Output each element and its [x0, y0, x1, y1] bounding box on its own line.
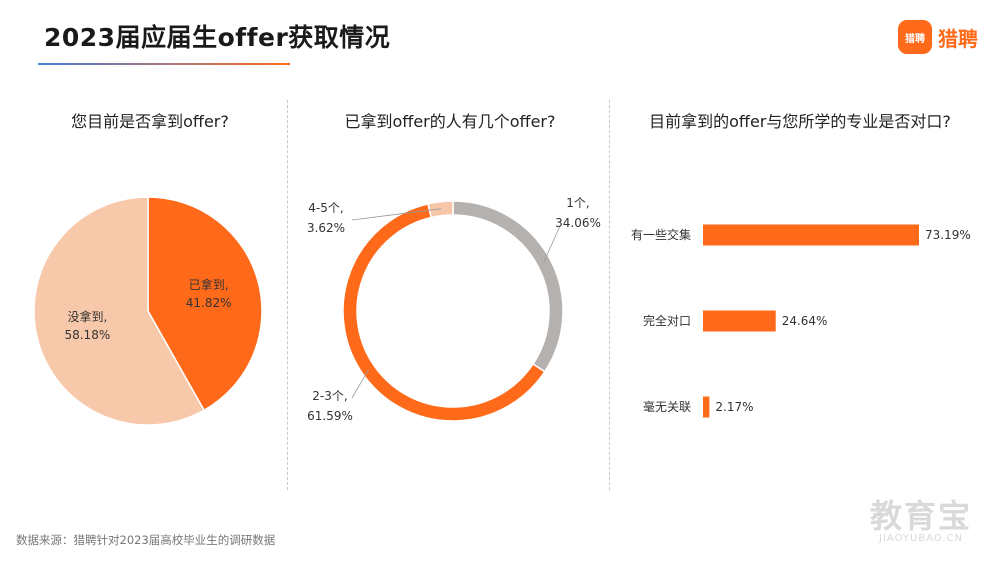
- pie-slice-value: 41.82%: [186, 296, 232, 310]
- title-underline: [38, 63, 290, 65]
- pie-slice-label: 已拿到,: [189, 277, 229, 292]
- bar-category-label: 毫无关联: [643, 399, 691, 414]
- brand-logo: 猎聘: [898, 20, 932, 54]
- donut-slice-label: 1个,: [566, 196, 589, 210]
- bar-value-label: 2.17%: [715, 400, 753, 414]
- bar-chart-title: 目前拿到的offer与您所学的专业是否对口?: [649, 112, 951, 131]
- donut-leader-line: [351, 208, 442, 221]
- page-title: 2023届应届生offer获取情况: [44, 23, 391, 52]
- donut-slice-label: 4-5个,: [308, 201, 343, 215]
- watermark: 教育宝 JIAOYUBAO.CN: [870, 499, 972, 544]
- pie-slice: [147, 196, 263, 412]
- donut-slice-value: 34.06%: [555, 216, 601, 230]
- source-note: 数据来源：猎聘针对2023届高校毕业生的调研数据: [16, 533, 276, 547]
- watermark-main: 教育宝: [869, 497, 972, 535]
- bar-value-label: 24.64%: [782, 314, 828, 328]
- pie-chart-title: 您目前是否拿到offer?: [71, 112, 229, 131]
- panel-divider: [287, 100, 288, 490]
- panel-divider: [609, 100, 610, 490]
- brand-name: 猎聘: [938, 26, 978, 51]
- donut-slice: [427, 200, 454, 219]
- brand: 猎聘 猎聘: [898, 20, 978, 54]
- donut-slice-value: 61.59%: [307, 409, 353, 423]
- donut-slice-value: 3.62%: [307, 221, 345, 235]
- bar: [703, 310, 776, 332]
- donut-slice: [452, 200, 564, 373]
- bar-category-label: 有一些交集: [631, 227, 691, 242]
- bar: [703, 224, 919, 246]
- bar-category-label: 完全对口: [643, 313, 691, 328]
- brand-logo-text: 猎聘: [905, 33, 925, 45]
- donut-slice-label: 2-3个,: [312, 389, 347, 403]
- bar: [703, 396, 710, 418]
- donut-chart-title: 已拿到offer的人有几个offer?: [344, 112, 556, 131]
- pie-slice-label: 没拿到,: [67, 309, 107, 324]
- pie-slice: [33, 196, 206, 426]
- bar-value-label: 73.19%: [925, 228, 971, 242]
- donut-leader-line: [351, 369, 369, 399]
- pie-slice-value: 58.18%: [64, 328, 110, 342]
- watermark-sub: JIAOYUBAO.CN: [879, 533, 963, 544]
- donut-leader-line: [543, 225, 561, 263]
